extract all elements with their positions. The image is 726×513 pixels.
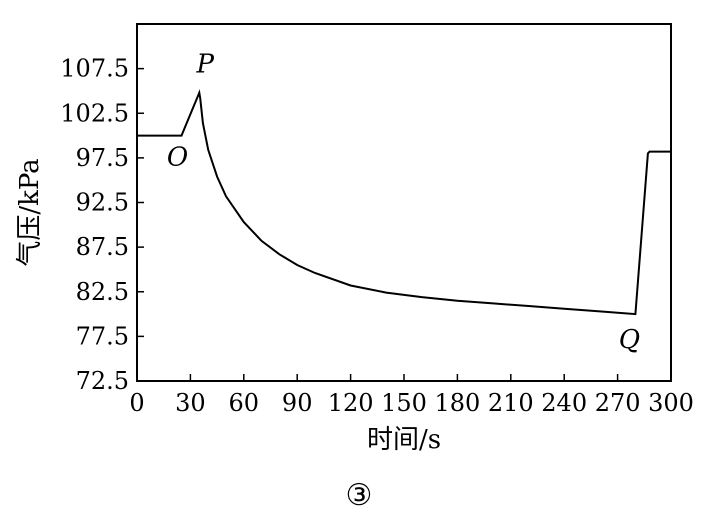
x-tick-label: 150 <box>381 389 427 417</box>
point-label-o: O <box>167 143 188 173</box>
axis-ticks <box>136 67 672 382</box>
x-tick-label: 90 <box>282 389 313 417</box>
point-label-p: P <box>196 50 215 80</box>
y-tick-label: 72.5 <box>76 367 129 395</box>
axis-tick-labels: 0 30 60 90 120 150 180 210 240 270 300 72.5 77.5 82.5… <box>60 55 694 417</box>
pressure-series-line <box>137 89 671 316</box>
y-tick-label: 87.5 <box>76 233 129 261</box>
x-tick-label: 120 <box>328 389 374 417</box>
x-tick-label: 180 <box>434 389 480 417</box>
x-tick-label: 240 <box>541 389 587 417</box>
x-tick-label: 270 <box>595 389 641 417</box>
x-axis-label: 时间/s <box>367 425 441 455</box>
point-annotations: P O Q <box>167 50 640 355</box>
y-tick-label: 82.5 <box>76 278 129 306</box>
point-label-q: Q <box>619 325 640 355</box>
x-tick-label: 30 <box>175 389 206 417</box>
x-tick-label: 60 <box>229 389 260 417</box>
y-tick-label: 107.5 <box>60 55 129 83</box>
x-tick-label: 300 <box>648 389 694 417</box>
x-tick-label: 210 <box>488 389 534 417</box>
y-tick-label: 92.5 <box>76 189 129 217</box>
y-axis-label: 气压/kPa <box>15 158 45 266</box>
x-tick-label: 0 <box>129 389 144 417</box>
y-tick-label: 102.5 <box>60 99 129 127</box>
y-tick-label: 97.5 <box>76 144 129 172</box>
plot-frame <box>136 23 672 382</box>
y-tick-label: 77.5 <box>76 322 129 350</box>
figure-caption: ③ <box>346 478 373 513</box>
